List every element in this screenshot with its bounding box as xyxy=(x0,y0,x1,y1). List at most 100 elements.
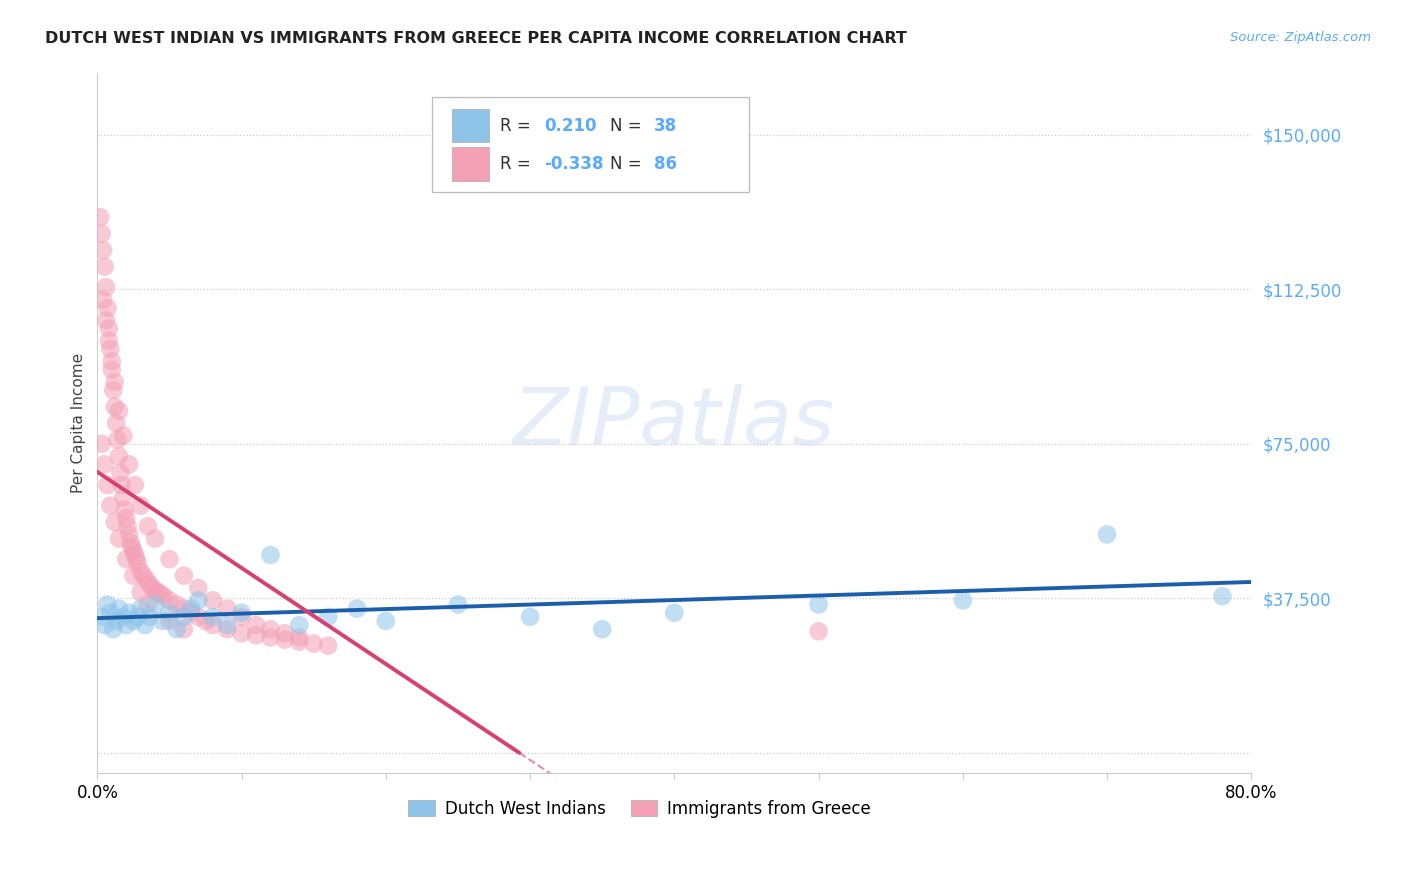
Point xyxy=(180,606,202,620)
Point xyxy=(94,313,117,327)
Point xyxy=(112,491,135,505)
Point xyxy=(129,499,152,513)
Point xyxy=(141,581,163,595)
Point xyxy=(98,342,121,356)
Point xyxy=(591,622,613,636)
Point xyxy=(129,565,152,579)
Point xyxy=(122,568,145,582)
Point xyxy=(124,548,146,562)
Point xyxy=(108,601,131,615)
Point xyxy=(180,601,202,615)
Point xyxy=(96,301,118,315)
Point xyxy=(217,622,239,636)
Point xyxy=(217,618,239,632)
Point xyxy=(127,610,149,624)
Text: Source: ZipAtlas.com: Source: ZipAtlas.com xyxy=(1230,31,1371,45)
Point xyxy=(132,568,155,582)
Point xyxy=(302,637,325,651)
Point xyxy=(201,593,224,607)
Point xyxy=(91,243,114,257)
Point xyxy=(143,532,166,546)
Point xyxy=(90,610,112,624)
Point xyxy=(93,260,115,274)
Point xyxy=(97,321,120,335)
Point xyxy=(120,535,142,549)
Point xyxy=(136,519,159,533)
Point xyxy=(100,362,122,376)
Text: -0.338: -0.338 xyxy=(544,155,603,173)
Point xyxy=(245,618,267,632)
Point xyxy=(122,544,145,558)
Point xyxy=(159,552,181,566)
Point xyxy=(103,622,125,636)
Point xyxy=(201,618,224,632)
Point xyxy=(125,552,148,566)
Text: N =: N = xyxy=(610,117,647,135)
Point xyxy=(374,614,396,628)
Point xyxy=(124,478,146,492)
Text: N =: N = xyxy=(610,155,647,173)
Point xyxy=(117,519,139,533)
Point xyxy=(136,598,159,612)
Point xyxy=(159,593,181,607)
Point xyxy=(201,610,224,624)
Point xyxy=(288,634,311,648)
Point xyxy=(115,552,138,566)
Point xyxy=(93,458,115,472)
Point xyxy=(259,548,281,562)
Point xyxy=(104,400,127,414)
Point xyxy=(98,499,121,513)
Point xyxy=(105,416,128,430)
Point xyxy=(316,610,339,624)
Point xyxy=(274,632,297,647)
Point xyxy=(143,598,166,612)
Point xyxy=(159,614,181,628)
Point xyxy=(519,610,541,624)
Point xyxy=(166,598,188,612)
Point xyxy=(97,334,120,348)
Point xyxy=(91,293,114,307)
Point xyxy=(231,626,253,640)
Text: 0.210: 0.210 xyxy=(544,117,596,135)
Point xyxy=(274,626,297,640)
Point xyxy=(952,593,974,607)
Point xyxy=(316,639,339,653)
Point xyxy=(100,354,122,368)
Point xyxy=(121,540,143,554)
Point xyxy=(108,532,131,546)
Point xyxy=(96,478,118,492)
Point xyxy=(807,598,830,612)
Point xyxy=(89,210,111,224)
Point xyxy=(173,610,195,624)
Point xyxy=(114,502,136,516)
Point xyxy=(104,375,127,389)
Point xyxy=(288,631,311,645)
Text: R =: R = xyxy=(501,117,536,135)
Text: ZIPatlas: ZIPatlas xyxy=(513,384,835,462)
Point xyxy=(118,527,141,541)
Point xyxy=(217,601,239,615)
FancyBboxPatch shape xyxy=(432,97,749,192)
Point xyxy=(115,618,138,632)
Point xyxy=(138,577,160,591)
Point xyxy=(664,606,686,620)
Point xyxy=(111,478,134,492)
Point xyxy=(112,428,135,442)
Point xyxy=(90,437,112,451)
Point xyxy=(187,581,209,595)
Point xyxy=(108,404,131,418)
Point xyxy=(115,511,138,525)
Point xyxy=(1095,527,1118,541)
Y-axis label: Per Capita Income: Per Capita Income xyxy=(72,353,86,493)
Point xyxy=(346,601,368,615)
Point xyxy=(107,433,129,447)
Point xyxy=(149,587,172,601)
Point xyxy=(231,610,253,624)
Point xyxy=(143,583,166,598)
Point xyxy=(96,598,118,612)
Point xyxy=(187,610,209,624)
Text: 38: 38 xyxy=(654,117,676,135)
Point xyxy=(194,614,217,628)
Point xyxy=(807,624,830,639)
Point xyxy=(129,601,152,615)
